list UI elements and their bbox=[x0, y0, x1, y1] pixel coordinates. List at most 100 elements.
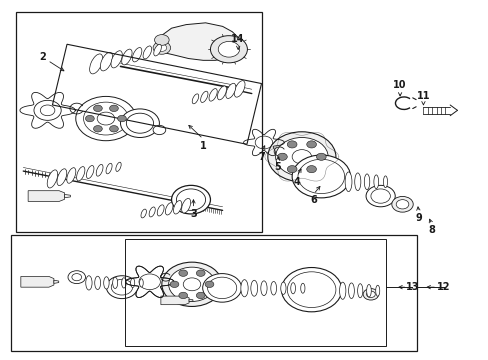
Ellipse shape bbox=[260, 281, 266, 296]
Ellipse shape bbox=[165, 203, 173, 215]
Circle shape bbox=[72, 274, 81, 281]
Ellipse shape bbox=[181, 198, 190, 213]
Ellipse shape bbox=[67, 168, 76, 183]
Ellipse shape bbox=[234, 81, 244, 97]
Ellipse shape bbox=[77, 167, 85, 181]
Circle shape bbox=[281, 267, 341, 312]
Ellipse shape bbox=[122, 278, 126, 288]
Ellipse shape bbox=[225, 83, 235, 99]
Ellipse shape bbox=[96, 165, 103, 176]
Circle shape bbox=[196, 270, 204, 276]
Circle shape bbox=[291, 155, 350, 198]
Circle shape bbox=[183, 278, 201, 291]
Ellipse shape bbox=[141, 209, 146, 218]
Text: 7: 7 bbox=[258, 152, 265, 162]
Circle shape bbox=[267, 132, 335, 182]
Text: 2: 2 bbox=[39, 52, 46, 62]
Ellipse shape bbox=[354, 173, 360, 191]
Circle shape bbox=[97, 112, 115, 125]
Circle shape bbox=[297, 159, 344, 194]
Ellipse shape bbox=[217, 86, 226, 100]
Circle shape bbox=[306, 141, 316, 148]
Circle shape bbox=[76, 96, 136, 141]
Circle shape bbox=[131, 268, 168, 296]
Ellipse shape bbox=[300, 283, 305, 293]
Ellipse shape bbox=[57, 169, 66, 186]
Circle shape bbox=[287, 272, 335, 307]
Ellipse shape bbox=[241, 280, 247, 297]
Circle shape bbox=[153, 125, 165, 135]
Ellipse shape bbox=[208, 89, 217, 101]
Circle shape bbox=[204, 281, 213, 288]
Circle shape bbox=[207, 277, 236, 298]
Ellipse shape bbox=[95, 276, 101, 289]
Ellipse shape bbox=[100, 52, 112, 71]
Ellipse shape bbox=[339, 282, 345, 299]
Circle shape bbox=[162, 262, 222, 306]
Circle shape bbox=[366, 291, 374, 297]
Circle shape bbox=[255, 136, 272, 149]
Circle shape bbox=[202, 274, 241, 302]
Ellipse shape bbox=[103, 277, 109, 289]
Ellipse shape bbox=[112, 277, 118, 288]
Text: 3: 3 bbox=[190, 209, 196, 219]
Ellipse shape bbox=[280, 282, 285, 294]
Text: 10: 10 bbox=[392, 80, 406, 90]
Ellipse shape bbox=[149, 207, 155, 217]
Circle shape bbox=[287, 166, 296, 173]
Text: 6: 6 bbox=[309, 195, 316, 204]
Circle shape bbox=[126, 113, 153, 133]
Polygon shape bbox=[21, 276, 54, 287]
Ellipse shape bbox=[139, 279, 143, 287]
Circle shape bbox=[171, 185, 210, 214]
Ellipse shape bbox=[111, 51, 122, 68]
Circle shape bbox=[93, 105, 102, 112]
Ellipse shape bbox=[357, 284, 362, 298]
Ellipse shape bbox=[200, 91, 207, 103]
Text: 9: 9 bbox=[414, 212, 421, 222]
Polygon shape bbox=[54, 280, 59, 283]
Circle shape bbox=[176, 189, 205, 210]
Circle shape bbox=[218, 41, 239, 57]
Circle shape bbox=[395, 200, 408, 209]
Circle shape bbox=[153, 41, 170, 54]
Circle shape bbox=[363, 289, 378, 300]
Circle shape bbox=[370, 189, 389, 203]
Ellipse shape bbox=[373, 175, 378, 189]
Circle shape bbox=[85, 115, 94, 122]
Ellipse shape bbox=[173, 201, 182, 214]
Circle shape bbox=[83, 102, 128, 135]
Ellipse shape bbox=[106, 163, 112, 174]
Circle shape bbox=[391, 197, 412, 212]
Circle shape bbox=[168, 267, 215, 301]
Polygon shape bbox=[28, 191, 64, 202]
Circle shape bbox=[109, 126, 118, 132]
Text: 13: 13 bbox=[405, 282, 418, 292]
Ellipse shape bbox=[157, 205, 164, 216]
Ellipse shape bbox=[116, 162, 121, 171]
Circle shape bbox=[316, 153, 325, 160]
Text: 12: 12 bbox=[436, 282, 449, 292]
Circle shape bbox=[106, 276, 137, 298]
Text: 8: 8 bbox=[427, 225, 434, 235]
Circle shape bbox=[306, 166, 316, 173]
Ellipse shape bbox=[250, 280, 257, 296]
Ellipse shape bbox=[130, 278, 135, 288]
Ellipse shape bbox=[47, 170, 58, 188]
Ellipse shape bbox=[122, 49, 132, 65]
Circle shape bbox=[210, 36, 247, 63]
Ellipse shape bbox=[345, 172, 351, 192]
Polygon shape bbox=[189, 299, 193, 302]
Circle shape bbox=[170, 281, 179, 288]
Circle shape bbox=[277, 153, 287, 160]
Circle shape bbox=[117, 115, 126, 122]
Circle shape bbox=[179, 292, 187, 299]
Polygon shape bbox=[161, 296, 189, 305]
Text: 1: 1 bbox=[200, 141, 206, 151]
Ellipse shape bbox=[86, 166, 94, 179]
Circle shape bbox=[179, 270, 187, 276]
Text: 14: 14 bbox=[231, 34, 244, 44]
Ellipse shape bbox=[143, 46, 151, 59]
Circle shape bbox=[34, 100, 61, 120]
Ellipse shape bbox=[85, 276, 92, 290]
